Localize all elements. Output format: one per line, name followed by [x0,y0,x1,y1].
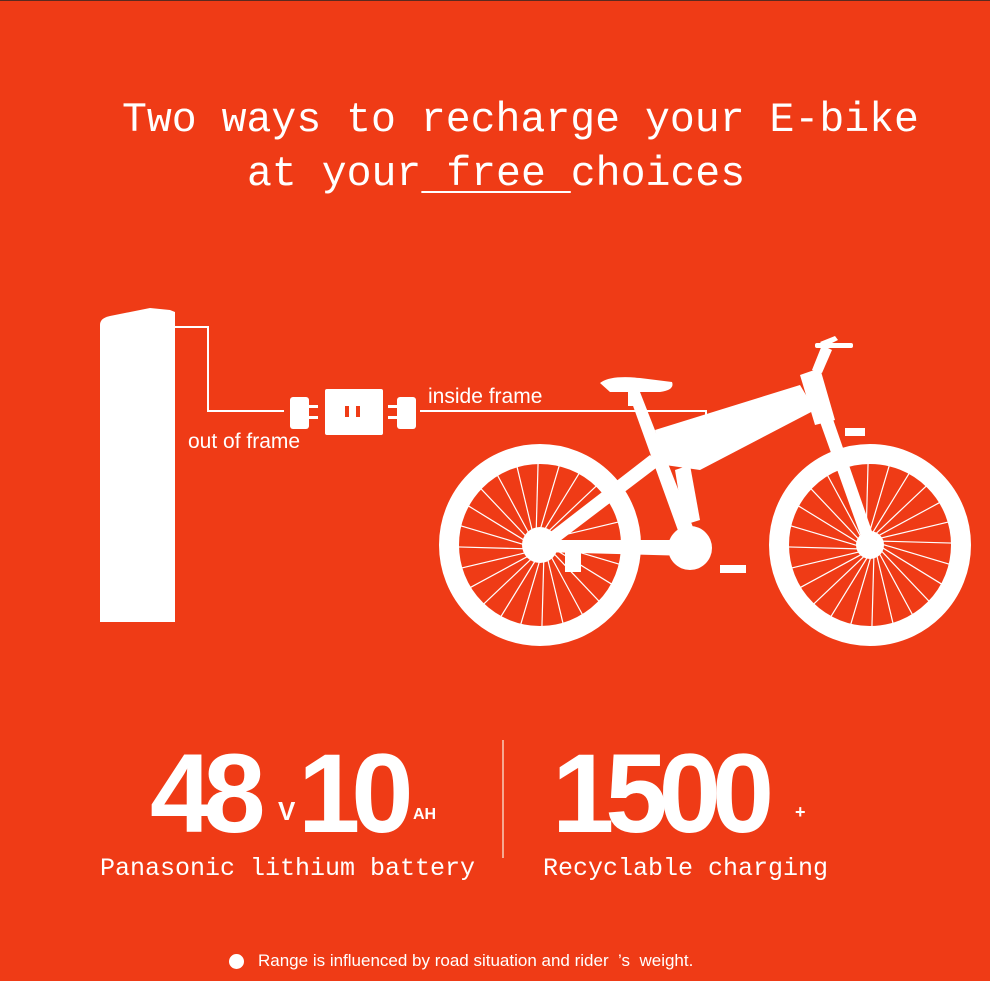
headline-emphasis: free [421,151,571,198]
voltage-unit: V [278,796,296,826]
wheel-spoke [520,552,543,625]
wheel-spoke [461,550,535,569]
wheel-spoke [545,550,564,624]
wheel-spoke [877,542,950,565]
wheel-spoke [496,474,534,542]
wheel-spoke [539,472,580,538]
wheel-spoke [826,474,864,542]
wheel-spoke [460,525,533,548]
footnote: Range is influenced by road situation an… [229,951,693,971]
headline-text: at your [247,151,422,198]
cycles-caption: Recyclable charging [543,854,829,883]
wheel-spoke [797,505,863,546]
wheel-spoke [875,521,949,540]
wheel-spoke [541,485,598,538]
footnote-text: Range is influenced by road situation an… [258,951,694,970]
wheel-spoke [469,551,537,589]
wheel-spoke [500,552,541,618]
wheel-spoke [869,472,910,538]
plug-icon [290,397,318,429]
headline-text: choices [570,151,746,198]
voltage-value: 48 [150,731,266,856]
plug-icon [388,397,416,429]
cycles-value: 1500 [552,731,774,856]
wheel-spoke [788,546,864,550]
wheel-spoke [876,540,952,544]
wheel-spoke [790,525,863,548]
wheel-spoke [546,548,584,616]
cycles-unit: + [795,802,806,822]
wheel-spoke [871,551,875,627]
top-border [0,0,990,1]
wheel-spoke [871,485,928,538]
wire [175,326,707,425]
divider [502,740,504,858]
wheel-spoke [876,548,914,616]
wheel-spoke [810,487,863,544]
wheel-spoke [537,465,560,538]
wheel-spoke [535,463,539,539]
e-bike-icon [439,336,971,646]
charger-icon [325,389,383,435]
charging-diagram [100,308,971,646]
capacity-value: 10 [298,731,414,856]
wheel-spoke [877,544,943,585]
wheel-spoke [547,546,600,603]
wheel-spoke [867,465,890,538]
capacity-unit: AH [413,806,437,823]
headline-line-1: Two ways to recharge your E-bike [122,97,919,144]
inside-frame-label: inside frame [428,385,543,408]
wheel-spoke [482,552,539,605]
wheel-spoke [541,551,545,627]
wheel-spoke [516,466,535,540]
wheel-spoke [467,505,533,546]
headline-line-2: at your free choices [247,154,745,196]
wheel-spoke [830,552,871,618]
wheel-spoke [875,550,894,624]
wheel-spoke [791,550,865,569]
wheel-spoke [458,546,534,550]
wheel-spoke [877,546,930,603]
battery-caption: Panasonic lithium battery [100,854,476,883]
out-of-frame-label: out of frame [188,430,301,453]
wheel-spoke [873,501,941,539]
wheel-spoke [799,551,867,589]
wheel-spoke [480,487,533,544]
wheel-spoke [850,552,873,625]
wheel-spoke [812,552,869,605]
bullet-icon [229,953,244,969]
battery-icon [100,308,175,622]
